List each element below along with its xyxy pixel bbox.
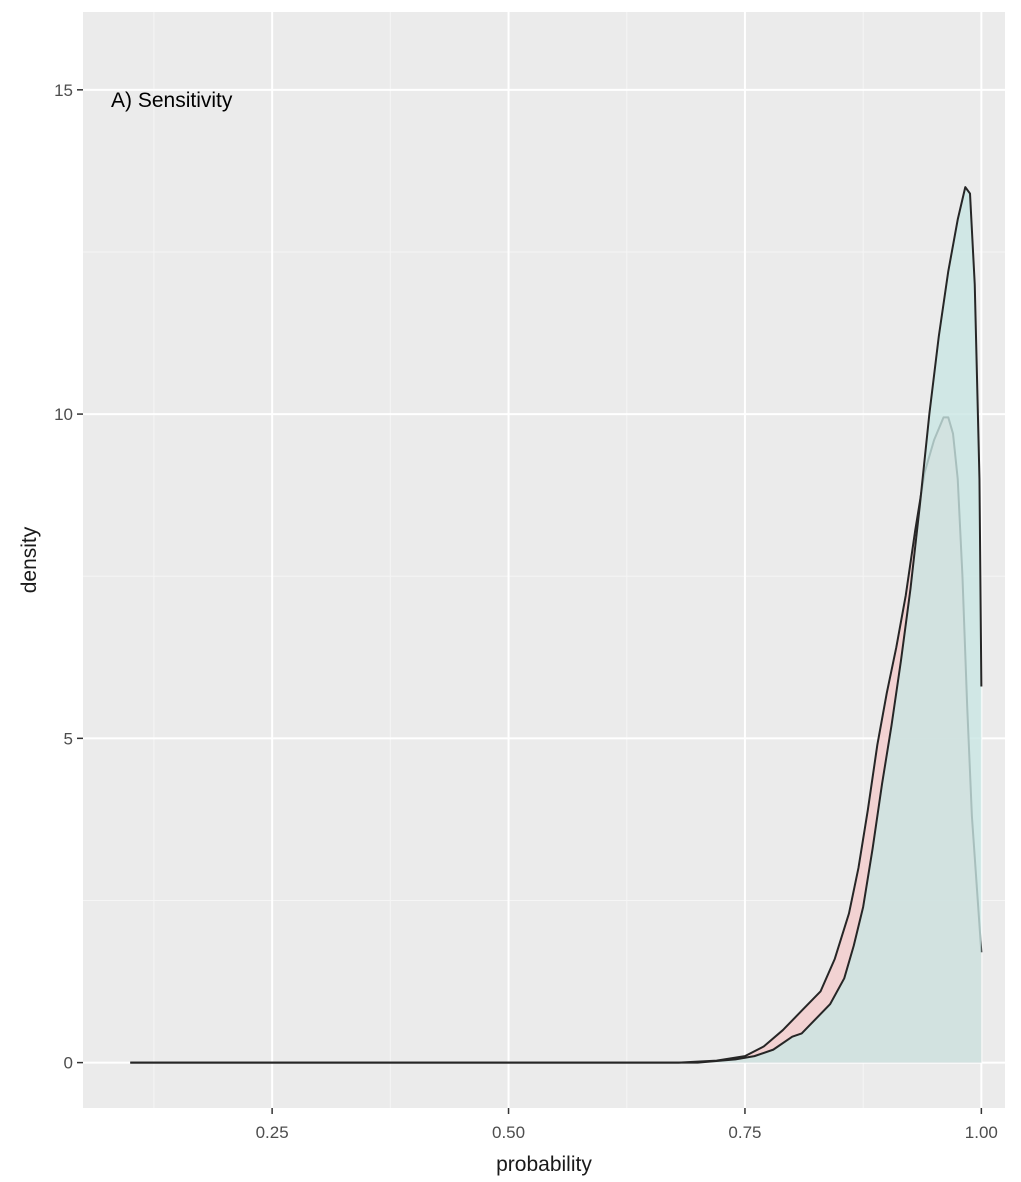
- y-tick-label: 10: [54, 405, 73, 424]
- x-tick-label: 0.75: [728, 1123, 761, 1142]
- x-tick-label: 1.00: [965, 1123, 998, 1142]
- x-tick-label: 0.50: [492, 1123, 525, 1142]
- x-axis-title: probability: [496, 1153, 592, 1176]
- minor-gridlines: [83, 12, 1005, 1108]
- y-tick-label: 15: [54, 81, 73, 100]
- y-axis: 0 5 10 15: [54, 81, 83, 1073]
- density-area-2: [130, 187, 982, 1063]
- y-axis-title: density: [18, 526, 41, 593]
- y-tick-label: 0: [64, 1054, 73, 1073]
- density-series: [130, 186, 983, 1064]
- density-line-2: [130, 186, 983, 1064]
- x-axis: 0.25 0.50 0.75 1.00: [256, 1108, 998, 1142]
- y-tick-label: 5: [64, 729, 73, 748]
- x-tick-label: 0.25: [256, 1123, 289, 1142]
- panel-label: A) Sensitivity: [111, 89, 233, 112]
